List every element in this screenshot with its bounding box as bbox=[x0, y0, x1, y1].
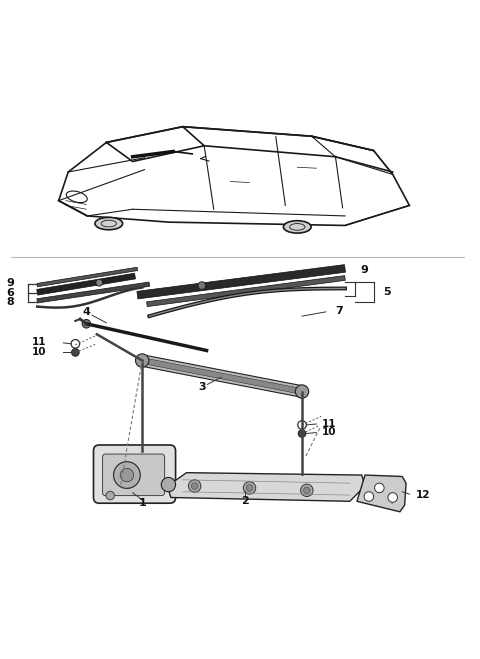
Circle shape bbox=[303, 487, 310, 494]
Polygon shape bbox=[37, 268, 138, 287]
Text: 5: 5 bbox=[383, 287, 391, 297]
Circle shape bbox=[243, 482, 256, 494]
Text: 10: 10 bbox=[322, 427, 336, 437]
Polygon shape bbox=[137, 265, 346, 299]
FancyBboxPatch shape bbox=[103, 454, 165, 496]
Circle shape bbox=[388, 493, 397, 502]
Ellipse shape bbox=[95, 217, 122, 230]
Polygon shape bbox=[168, 473, 365, 501]
Polygon shape bbox=[36, 273, 135, 295]
Circle shape bbox=[295, 385, 309, 398]
Text: 3: 3 bbox=[198, 382, 205, 391]
Circle shape bbox=[161, 477, 176, 492]
Text: 9: 9 bbox=[360, 265, 368, 275]
Text: 2: 2 bbox=[241, 496, 249, 506]
Text: 11: 11 bbox=[322, 418, 336, 428]
Text: 1: 1 bbox=[138, 498, 146, 508]
Text: 6: 6 bbox=[6, 288, 14, 298]
Ellipse shape bbox=[283, 221, 311, 233]
Circle shape bbox=[300, 484, 313, 496]
Polygon shape bbox=[141, 355, 303, 397]
Polygon shape bbox=[146, 275, 345, 306]
Text: 8: 8 bbox=[6, 297, 14, 307]
Text: 9: 9 bbox=[6, 277, 14, 288]
Text: 4: 4 bbox=[83, 307, 90, 317]
Circle shape bbox=[364, 492, 373, 501]
Circle shape bbox=[82, 320, 91, 328]
Text: 12: 12 bbox=[416, 490, 430, 500]
Circle shape bbox=[72, 349, 79, 357]
Circle shape bbox=[192, 482, 198, 490]
Text: 10: 10 bbox=[32, 347, 47, 357]
Circle shape bbox=[298, 430, 306, 438]
Circle shape bbox=[114, 462, 140, 488]
Circle shape bbox=[189, 480, 201, 492]
Text: 11: 11 bbox=[32, 337, 47, 347]
Circle shape bbox=[135, 354, 149, 367]
Circle shape bbox=[96, 279, 103, 286]
Circle shape bbox=[120, 469, 133, 482]
Polygon shape bbox=[37, 282, 150, 303]
Circle shape bbox=[198, 282, 205, 289]
Polygon shape bbox=[142, 358, 302, 394]
Text: 7: 7 bbox=[336, 306, 343, 316]
Circle shape bbox=[246, 484, 253, 491]
FancyBboxPatch shape bbox=[94, 445, 176, 503]
Circle shape bbox=[374, 483, 384, 493]
Circle shape bbox=[106, 491, 115, 500]
Polygon shape bbox=[357, 475, 406, 512]
